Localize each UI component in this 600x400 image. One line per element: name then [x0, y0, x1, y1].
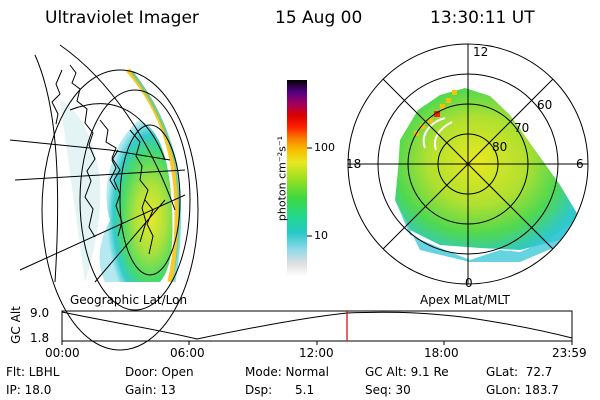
mlt-label-12: 12	[473, 45, 489, 59]
earth-limb	[34, 54, 59, 283]
glon-info: GLon: 183.7	[486, 383, 559, 397]
time-tick-2359: 23:59	[552, 346, 587, 360]
ip-info: IP: 18.0	[6, 383, 52, 397]
altitude-curve	[61, 311, 573, 340]
altitude-axis-label: GC Alt	[9, 306, 23, 344]
door-info: Door: Open	[125, 365, 194, 379]
polar-panel	[347, 43, 589, 285]
date-label: 15 Aug 00	[275, 8, 363, 28]
time-tick-1800: 18:00	[424, 346, 459, 360]
altitude-tick-1-8: 1.8	[30, 331, 50, 345]
mlt-label-18: 18	[346, 157, 362, 171]
gc-alt-info: GC Alt: 9.1 Re	[365, 365, 449, 379]
dsp-info: Dsp: 5.1	[245, 383, 315, 397]
mlt-label-6: 6	[576, 157, 584, 171]
mlat-label-70: 70	[514, 121, 530, 135]
mlt-label-0: 0	[465, 276, 473, 290]
altitude-plot	[61, 310, 573, 345]
time-label: 13:30:11 UT	[430, 8, 535, 28]
time-tick-0000: 00:00	[45, 346, 80, 360]
mode-info: Mode: Normal	[245, 365, 329, 379]
auroral-emission-polar	[395, 88, 578, 250]
geographic-caption: Geographic Lat/Lon	[70, 293, 188, 307]
glat-info: GLat: 72.7	[486, 365, 553, 379]
colorbar-unit-label: photon cm⁻²s⁻¹	[275, 135, 289, 222]
filter-info: Flt: LBHL	[6, 365, 60, 379]
mlat-label-80: 80	[492, 140, 508, 154]
apex-caption: Apex MLat/MLT	[420, 293, 510, 307]
instrument-title: Ultraviolet Imager	[45, 8, 199, 28]
mlat-label-60: 60	[537, 98, 553, 112]
colorbar-tick-100: 100	[314, 141, 335, 154]
gain-info: Gain: 13	[125, 383, 176, 397]
time-tick-1200: 12:00	[299, 346, 334, 360]
seq-info: Seq: 30	[365, 383, 411, 397]
colorbar	[287, 80, 312, 276]
colorbar-tick-10: 10	[314, 229, 328, 242]
time-tick-0600: 06:00	[170, 346, 205, 360]
coastline	[51, 64, 154, 255]
geographic-panel	[9, 44, 199, 351]
altitude-tick-9: 9.0	[30, 306, 50, 320]
